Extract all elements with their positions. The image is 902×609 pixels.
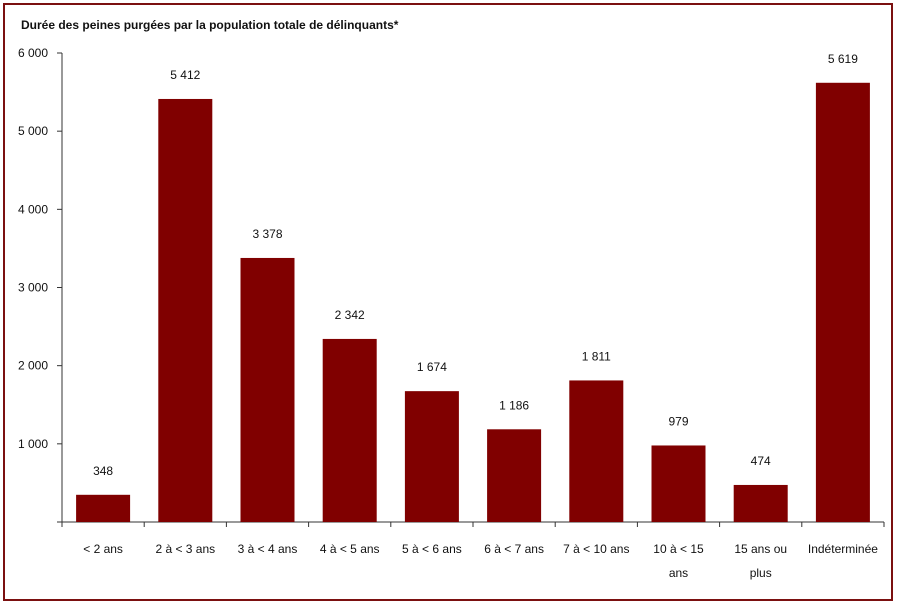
bar-value-label: 1 811 xyxy=(582,349,611,363)
x-category-label: 3 à < 4 ans xyxy=(238,542,298,556)
bar-value-label: 979 xyxy=(668,414,688,428)
bar xyxy=(487,429,542,522)
bar xyxy=(76,494,131,522)
bar xyxy=(404,391,459,522)
bar-value-label: 5 412 xyxy=(170,68,200,82)
x-category-label: 15 ans ou xyxy=(734,542,787,556)
bar xyxy=(733,484,788,522)
x-category-label: 6 à < 7 ans xyxy=(484,542,544,556)
chart-title: Durée des peines purgées par la populati… xyxy=(21,18,399,32)
bar-value-label: 348 xyxy=(93,464,113,478)
bar xyxy=(815,82,870,523)
bar-value-label: 1 186 xyxy=(499,398,529,412)
x-category-label: 7 à < 10 ans xyxy=(563,542,629,556)
x-category-label: Indéterminée xyxy=(808,542,878,556)
bar-value-label: 2 342 xyxy=(335,308,365,322)
x-category-label: 5 à < 6 ans xyxy=(402,542,462,556)
bar xyxy=(569,380,624,522)
bar xyxy=(322,338,377,522)
y-tick-label: 5 000 xyxy=(18,124,48,138)
chart-frame xyxy=(3,3,893,601)
x-category-label: plus xyxy=(750,566,772,580)
bar-value-label: 3 378 xyxy=(252,227,282,241)
y-tick-label: 1 000 xyxy=(18,437,48,451)
x-category-label: 10 à < 15 xyxy=(653,542,704,556)
y-tick-label: 2 000 xyxy=(18,359,48,373)
bar-value-label: 474 xyxy=(751,454,771,468)
bar xyxy=(158,98,213,522)
y-tick-label: 4 000 xyxy=(18,202,48,216)
y-tick-label: 6 000 xyxy=(18,46,48,60)
x-category-label: ans xyxy=(669,566,688,580)
bar xyxy=(651,445,706,522)
bar xyxy=(240,257,295,522)
bar-value-label: 1 674 xyxy=(417,360,447,374)
x-category-label: < 2 ans xyxy=(83,542,123,556)
bar-value-label: 5 619 xyxy=(828,52,858,66)
x-category-label: 2 à < 3 ans xyxy=(155,542,215,556)
x-category-label: 4 à < 5 ans xyxy=(320,542,380,556)
y-tick-label: 3 000 xyxy=(18,281,48,295)
